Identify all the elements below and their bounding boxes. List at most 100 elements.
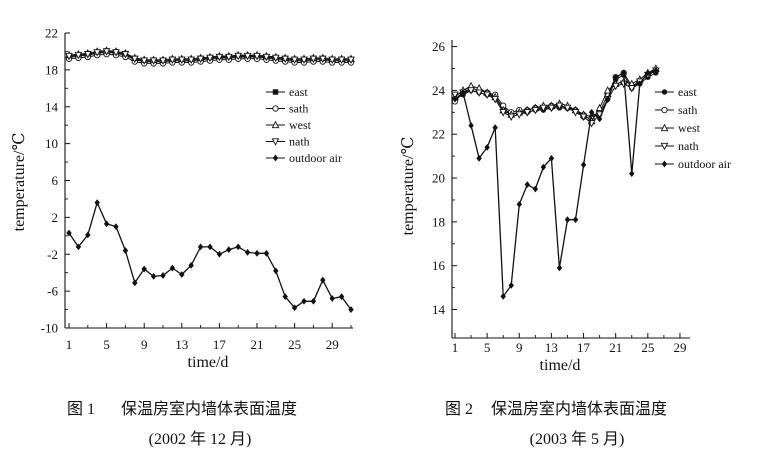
data-point-nath <box>467 87 475 95</box>
x-tick-label: 5 <box>103 337 110 352</box>
legend-marker <box>271 138 280 146</box>
data-point-nath <box>318 55 327 64</box>
legend-item-east: east <box>266 85 308 99</box>
data-point-outdoor-air <box>572 216 579 224</box>
legend-label: outdoor air <box>678 157 731 171</box>
caption-title: 保温房室内墙体表面温度 <box>491 400 667 418</box>
data-point-nath <box>627 85 636 93</box>
legend-marker <box>660 142 669 151</box>
caption-right: 图 2 保温房室内墙体表面温度 (2003 年 5 月) <box>445 400 667 448</box>
y-tick-label: 22 <box>432 127 445 142</box>
y-tick-label: 14 <box>432 302 446 317</box>
data-point-nath <box>253 52 261 61</box>
data-point-outdoor-air <box>216 250 223 258</box>
data-point-west <box>603 86 612 94</box>
data-point-outdoor-air <box>452 95 458 103</box>
data-point-outdoor-air <box>169 264 176 272</box>
x-tick-label: 5 <box>484 340 491 355</box>
data-point-outdoor-air <box>320 276 326 284</box>
data-point-outdoor-air <box>263 249 270 257</box>
data-point-outdoor-air <box>468 122 474 129</box>
legend: east sath west nath outdoor air <box>655 85 731 171</box>
data-point-outdoor-air <box>500 292 506 300</box>
data-point-outdoor-air <box>113 223 119 230</box>
x-tick-label: 21 <box>251 337 264 352</box>
data-point-outdoor-air <box>226 246 232 254</box>
data-point-outdoor-air <box>629 170 635 178</box>
x-tick-label: 25 <box>641 340 654 355</box>
data-point-nath <box>300 56 308 65</box>
x-tick-label: 1 <box>66 337 73 352</box>
data-point-outdoor-air <box>653 67 659 75</box>
y-axis-label: temperature/℃ <box>11 133 28 232</box>
y-tick-label: 18 <box>432 214 445 229</box>
y-tick-label: 22 <box>45 26 58 41</box>
x-tick-label: 13 <box>175 337 188 352</box>
data-point-nath <box>539 104 548 113</box>
data-point-outdoor-air <box>301 297 307 305</box>
data-point-outdoor-air <box>66 229 72 237</box>
legend-label: west <box>289 118 312 132</box>
x-tick-label: 1 <box>452 340 459 355</box>
data-point-nath <box>328 56 337 65</box>
x-tick-label: 9 <box>141 337 148 352</box>
data-point-outdoor-air <box>612 73 619 81</box>
data-point-outdoor-air <box>329 295 335 302</box>
data-point-nath <box>347 56 355 65</box>
data-point-outdoor-air <box>484 143 490 151</box>
data-point-nath <box>159 57 167 65</box>
data-point-nath <box>121 51 130 59</box>
data-point-nath <box>262 53 271 62</box>
data-point-outdoor-air <box>540 163 547 171</box>
data-point-nath <box>130 55 139 64</box>
data-point-nath <box>206 54 214 63</box>
data-point-outdoor-air <box>244 249 251 256</box>
data-point-nath <box>563 104 572 113</box>
y-axis-label: temperature/℃ <box>400 137 417 236</box>
data-point-outdoor-air <box>188 261 194 269</box>
x-tick-label: 17 <box>577 340 591 355</box>
legend-item-nath: nath <box>266 135 310 149</box>
data-point-nath <box>196 55 205 64</box>
data-point-outdoor-air <box>476 154 482 162</box>
legend-item-sath: sath <box>655 103 697 117</box>
data-point-nath <box>281 55 290 64</box>
legend-item-outdoor-air: outdoor air <box>266 151 342 165</box>
caption-date: (2002 年 12 月) <box>149 430 252 448</box>
y-tick-label: 20 <box>432 171 445 186</box>
y-tick-label: 2 <box>52 210 59 225</box>
data-point-nath <box>93 49 102 57</box>
y-tick-label: -6 <box>47 284 58 299</box>
legend-marker <box>271 120 280 129</box>
data-point-outdoor-air <box>179 271 185 278</box>
data-point-outdoor-air <box>604 95 611 103</box>
legend-item-outdoor-air: outdoor air <box>655 157 731 171</box>
data-point-nath <box>499 109 508 117</box>
data-point-nath <box>547 104 556 113</box>
legend-marker <box>272 105 279 112</box>
data-point-outdoor-air <box>103 220 110 228</box>
legend-label: sath <box>678 103 697 117</box>
data-point-nath <box>515 111 524 119</box>
legend-label: sath <box>289 102 308 116</box>
data-point-outdoor-air <box>532 185 539 193</box>
data-point-outdoor-air <box>508 282 514 289</box>
data-point-outdoor-air <box>235 243 241 251</box>
legend-marker <box>661 89 668 95</box>
data-point-outdoor-air <box>556 264 563 272</box>
y-tick-label: 24 <box>432 83 446 98</box>
caption-left: 图 1 保温房室内墙体表面温度 (2002 年 12 月) <box>67 400 297 448</box>
series-outdoor-air <box>452 67 659 300</box>
data-point-nath <box>507 113 516 121</box>
series-outdoor-air <box>66 199 354 313</box>
legend-label: east <box>678 85 697 99</box>
y-tick-label: 10 <box>45 136 58 151</box>
data-point-outdoor-air <box>85 231 91 239</box>
data-point-outdoor-air <box>150 272 157 280</box>
data-point-outdoor-air <box>524 181 531 189</box>
data-point-nath <box>149 57 158 65</box>
data-point-nath <box>83 51 92 59</box>
data-point-nath <box>271 54 280 63</box>
data-point-outdoor-air <box>197 243 204 251</box>
chart-left: 22 18 14 10 6 2 -2 -6 -10 1 5 9 13 17 21 25 29 temperatur… <box>11 26 355 371</box>
